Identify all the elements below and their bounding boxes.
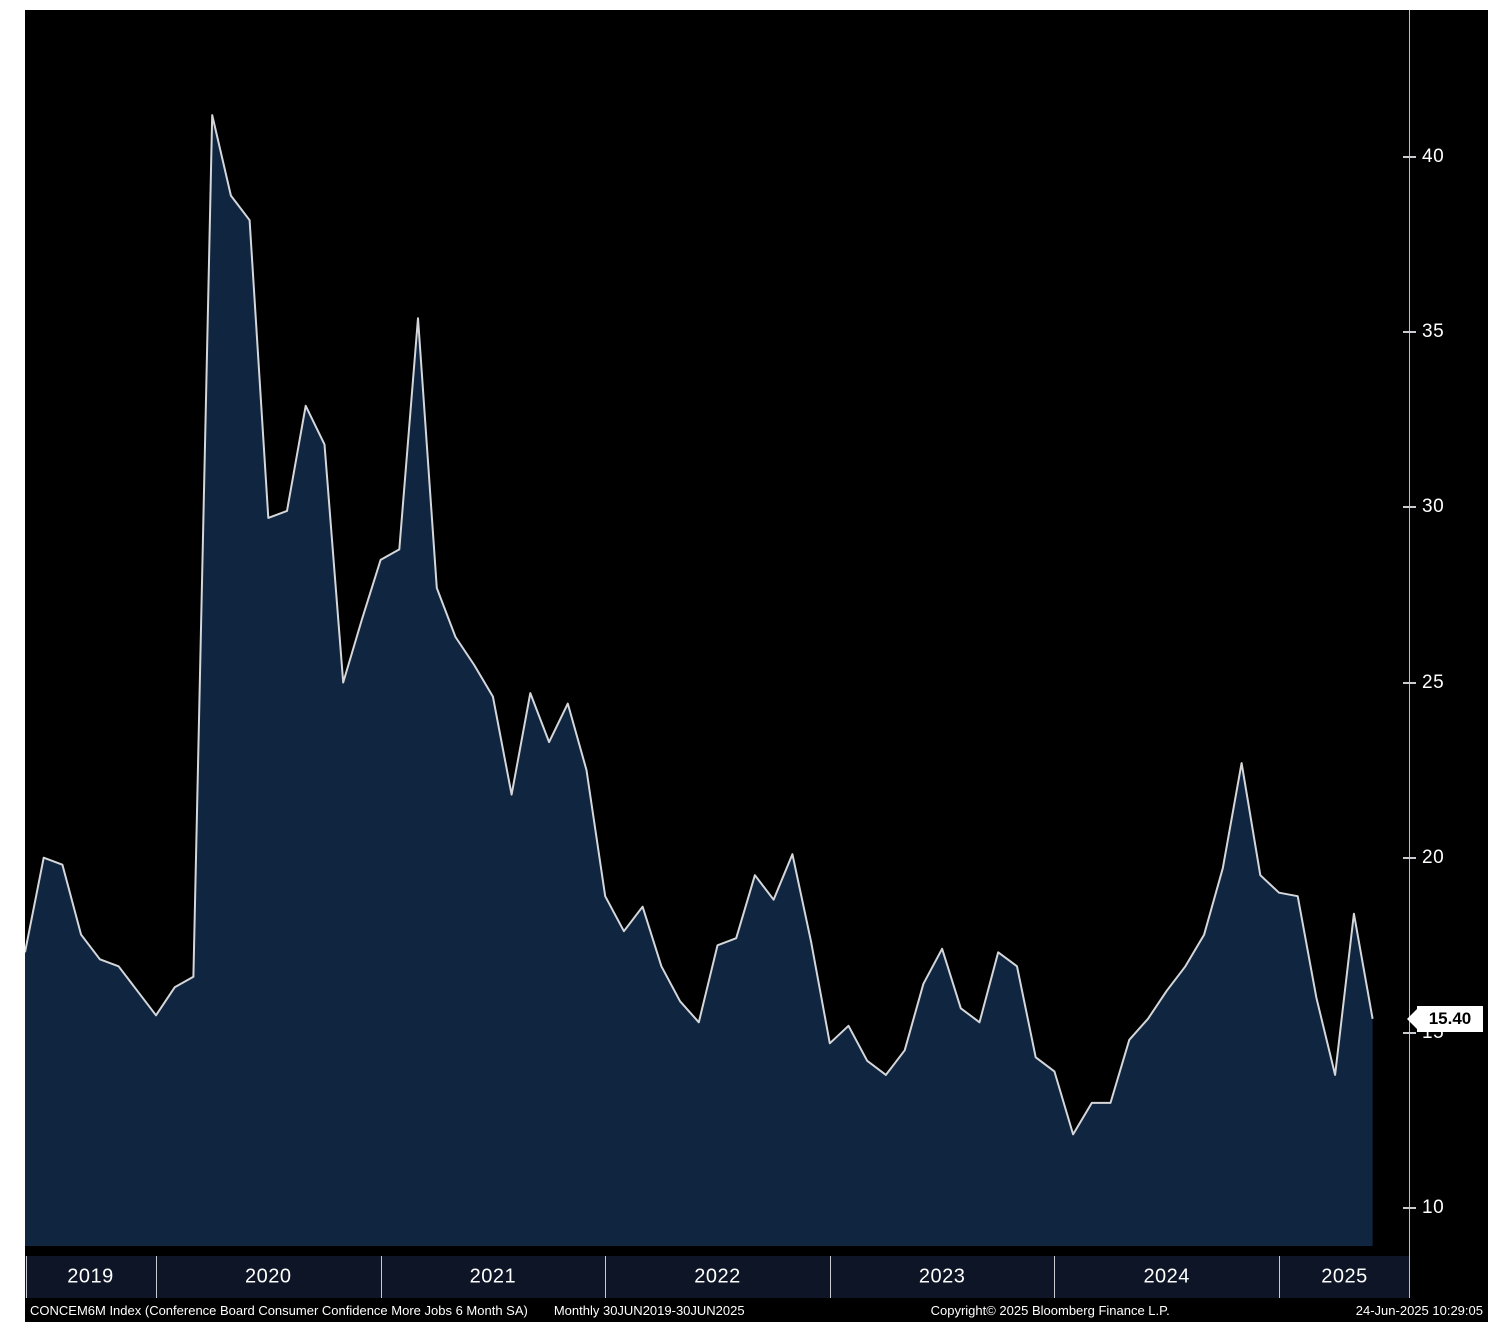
tick-label: 30 xyxy=(1422,496,1445,518)
y-axis-tick-30: 30 xyxy=(1403,496,1444,518)
tick-mark xyxy=(1403,156,1416,159)
tick-mark xyxy=(1403,1206,1416,1209)
year-label-2020: 2020 xyxy=(245,1265,292,1288)
last-value-label: 15.40 xyxy=(1428,1008,1472,1028)
y-axis-tick-20: 20 xyxy=(1403,847,1444,869)
tick-mark xyxy=(1403,681,1416,684)
y-axis-tick-25: 25 xyxy=(1403,672,1444,694)
area-fill xyxy=(25,115,1373,1247)
price-chart-plot[interactable] xyxy=(25,10,1410,1250)
year-separator xyxy=(1278,1256,1280,1298)
year-separator xyxy=(156,1256,157,1298)
year-separator xyxy=(25,1256,27,1298)
bloomberg-chart-panel: 10 15 20 25 30 35 40 15.40 2019 2020 2021 2022 202… xyxy=(25,10,1488,1322)
year-label-2024: 2024 xyxy=(1143,1265,1190,1288)
tick-mark xyxy=(1403,1031,1416,1034)
year-label-2021: 2021 xyxy=(469,1265,517,1288)
tick-mark xyxy=(1403,331,1416,334)
area-chart-svg xyxy=(25,114,1374,1247)
status-bar: CONCEM6M Index (Conference Board Consume… xyxy=(25,1298,1488,1322)
y-axis-tick-35: 35 xyxy=(1403,321,1444,343)
y-axis-tick-10: 10 xyxy=(1403,1197,1444,1219)
timestamp-text: 24-Jun-2025 10:29:05 xyxy=(1355,1302,1483,1318)
x-axis: 2019 2020 2021 2022 2023 2024 2025 xyxy=(25,1251,1410,1298)
tick-mark xyxy=(1403,506,1416,509)
tick-label: 20 xyxy=(1422,846,1445,868)
tick-label: 40 xyxy=(1422,146,1445,168)
tick-label: 10 xyxy=(1422,1196,1445,1218)
year-label-2023: 2023 xyxy=(918,1265,966,1288)
tick-label: 35 xyxy=(1422,321,1445,343)
last-value-tag: 15.40 xyxy=(1407,1005,1483,1032)
year-separator xyxy=(380,1256,382,1298)
year-label-2025: 2025 xyxy=(1321,1265,1368,1288)
year-separator xyxy=(605,1256,607,1298)
tick-mark xyxy=(1403,856,1416,859)
year-label-2019: 2019 xyxy=(67,1265,114,1288)
price-line xyxy=(25,114,1374,1136)
y-axis-tick-40: 40 xyxy=(1403,146,1444,168)
y-axis: 10 15 20 25 30 35 40 xyxy=(1403,10,1488,1250)
year-separator xyxy=(1054,1256,1056,1298)
year-label-2022: 2022 xyxy=(694,1265,741,1288)
series-description: CONCEM6M Index (Conference Board Consume… xyxy=(30,1302,528,1318)
copyright-text: Copyright© 2025 Bloomberg Finance L.P. xyxy=(930,1302,1170,1318)
status-bar-left: CONCEM6M Index (Conference Board Consume… xyxy=(30,1303,745,1318)
tick-label: 25 xyxy=(1422,671,1445,693)
series-range: Monthly 30JUN2019-30JUN2025 xyxy=(553,1302,745,1318)
year-separator xyxy=(829,1256,831,1298)
y-axis-line xyxy=(1409,10,1410,1298)
